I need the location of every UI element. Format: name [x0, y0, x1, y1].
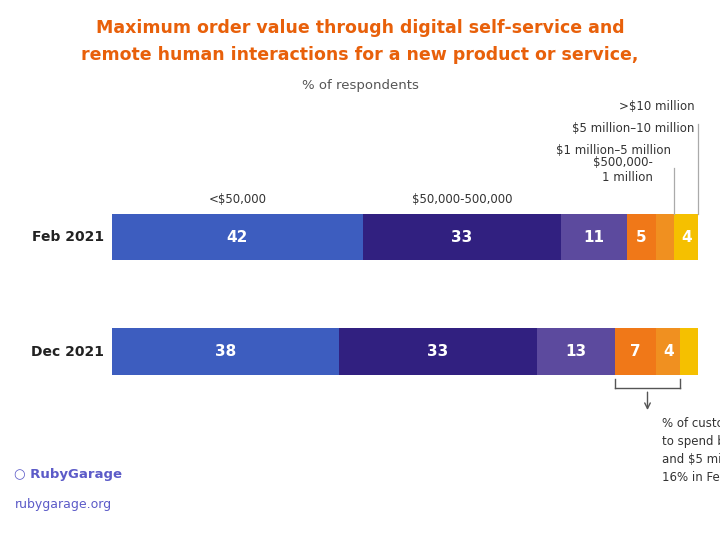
Text: rubygarage.org: rubygarage.org [14, 498, 112, 511]
Bar [657, 214, 675, 261]
Text: % of customers willing
to spend between $500,000
and $5 million jumped from
16% : % of customers willing to spend between … [662, 416, 720, 483]
Text: 38: 38 [215, 344, 236, 359]
Bar [363, 214, 561, 261]
Text: 13: 13 [565, 344, 586, 359]
Text: 42: 42 [227, 229, 248, 245]
Text: 33: 33 [451, 229, 472, 245]
Text: 11: 11 [583, 229, 604, 245]
Bar [112, 328, 339, 375]
Text: 33: 33 [427, 344, 449, 359]
Bar [112, 214, 363, 261]
Text: Dec 2021: Dec 2021 [32, 344, 104, 359]
Text: remote human interactions for a new product or service,: remote human interactions for a new prod… [81, 46, 639, 64]
Text: $5 million–10 million: $5 million–10 million [572, 122, 695, 135]
Text: 5: 5 [636, 229, 647, 245]
Bar [675, 214, 698, 261]
Bar [339, 328, 536, 375]
Bar [615, 328, 657, 375]
Bar [657, 328, 680, 375]
Text: Maximum order value through digital self-service and: Maximum order value through digital self… [96, 19, 624, 37]
Text: $50,000-500,000: $50,000-500,000 [412, 193, 512, 205]
Text: $500,000-
1 million: $500,000- 1 million [593, 156, 653, 184]
Text: 7: 7 [630, 344, 641, 359]
Bar [536, 328, 615, 375]
Text: 4: 4 [663, 344, 674, 359]
Bar [561, 214, 626, 261]
Text: % of respondents: % of respondents [302, 79, 418, 92]
Text: $1 million–5 million: $1 million–5 million [556, 144, 671, 157]
Text: Feb 2021: Feb 2021 [32, 230, 104, 244]
Text: <$50,000: <$50,000 [208, 193, 266, 205]
Text: ○ RubyGarage: ○ RubyGarage [14, 468, 122, 481]
Bar [626, 214, 657, 261]
Text: >$10 million: >$10 million [619, 100, 695, 113]
Bar [680, 328, 698, 375]
Text: 4: 4 [681, 229, 692, 245]
